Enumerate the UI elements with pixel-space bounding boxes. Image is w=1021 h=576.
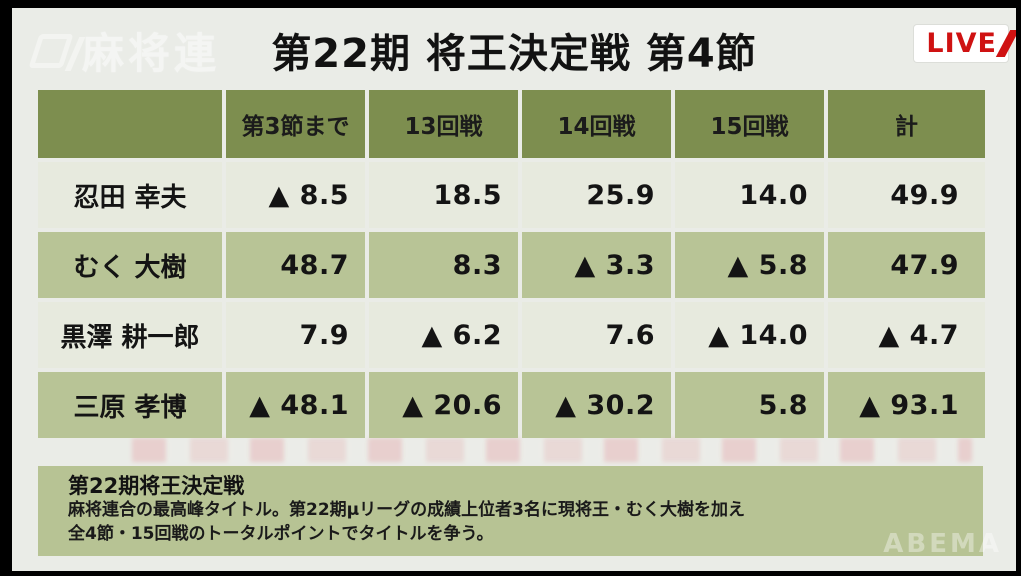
player-name: 三原 孝博 [38, 372, 222, 438]
total-cell: ▲ 93.1 [828, 372, 985, 438]
player-name: むく 大樹 [38, 232, 222, 298]
federation-watermark: 麻将連 [28, 20, 221, 81]
bleed-through-graphic [132, 438, 972, 462]
score-cell: 48.7 [226, 232, 365, 298]
score-cell: 8.3 [369, 232, 518, 298]
col-header-game14: 14回戦 [522, 90, 671, 158]
page-title: 第22期 将王決定戦 第4節 [271, 31, 757, 77]
score-cell: 5.8 [675, 372, 824, 438]
score-cell: 25.9 [522, 162, 671, 228]
info-panel-title: 第22期将王決定戦 [68, 474, 245, 498]
col-header-game15: 15回戦 [675, 90, 824, 158]
col-header-total: 計 [828, 90, 985, 158]
score-cell: 14.0 [675, 162, 824, 228]
score-cell: ▲ 8.5 [226, 162, 365, 228]
player-name: 黒澤 耕一郎 [38, 302, 222, 368]
score-cell: ▲ 6.2 [369, 302, 518, 368]
score-table: 第3節まで 13回戦 14回戦 15回戦 計 忍田 幸夫 ▲ 8.5 18.5 … [38, 90, 985, 438]
col-header-game13: 13回戦 [369, 90, 518, 158]
abema-watermark: ABEMA [883, 529, 1002, 559]
score-cell: 7.9 [226, 302, 365, 368]
total-cell: 49.9 [828, 162, 985, 228]
info-panel: 第22期将王決定戦 麻将連合の最高峰タイトル。第22期μリーグの成績上位者3名に… [38, 466, 983, 556]
player-name: 忍田 幸夫 [38, 162, 222, 228]
score-cell: ▲ 5.8 [675, 232, 824, 298]
score-cell: 18.5 [369, 162, 518, 228]
total-cell: ▲ 4.7 [828, 302, 985, 368]
score-cell: ▲ 48.1 [226, 372, 365, 438]
score-cell: ▲ 20.6 [369, 372, 518, 438]
col-header-player [38, 90, 222, 158]
info-panel-body-line2: 全4節・15回戦のトータルポイントでタイトルを争う。 [68, 524, 494, 545]
total-cell: 47.9 [828, 232, 985, 298]
broadcast-screen: 麻将連 第22期 将王決定戦 第4節 LIVE 第3節まで 13回戦 14回戦 … [12, 8, 1016, 571]
col-header-through-sec3: 第3節まで [226, 90, 365, 158]
info-panel-body-line1: 麻将連合の最高峰タイトル。第22期μリーグの成績上位者3名に現将王・むく大樹を加… [68, 500, 745, 521]
score-cell: ▲ 3.3 [522, 232, 671, 298]
score-cell: ▲ 30.2 [522, 372, 671, 438]
federation-watermark-text: 麻将連 [82, 29, 221, 78]
score-cell: ▲ 14.0 [675, 302, 824, 368]
live-badge: LIVE [914, 25, 1016, 62]
score-cell: 7.6 [522, 302, 671, 368]
live-badge-label: LIVE [926, 28, 997, 59]
